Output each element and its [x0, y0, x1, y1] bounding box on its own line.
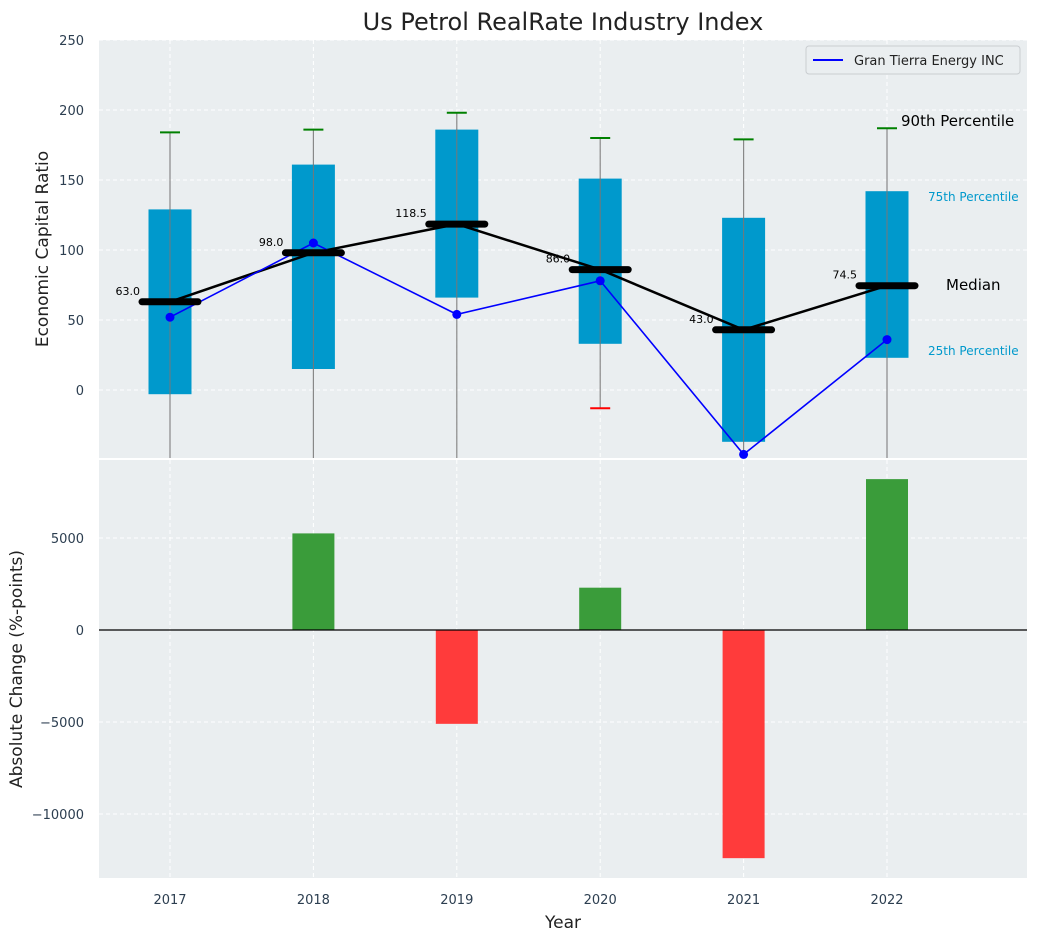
legend: Gran Tierra Energy INC [805, 45, 1021, 75]
top-y-tick-label: 100 [59, 244, 84, 259]
company-point-2017 [165, 312, 175, 322]
company-point-2019 [452, 309, 462, 319]
change-bar-2020 [579, 587, 622, 630]
annotation-90th: 90th Percentile [901, 112, 1014, 130]
change-bar-2022 [866, 479, 908, 630]
bottom-y-ticks: 5000 0 −5000 −10000 [32, 532, 84, 823]
company-point-2021 [739, 449, 749, 459]
bottom-y-tick-label: 0 [76, 624, 84, 639]
top-y-ticks: 0 50 100 150 200 250 [59, 34, 84, 399]
x-tick-label: 2019 [440, 893, 473, 908]
x-ticks: 2017 2018 2019 2020 2021 2022 [153, 893, 903, 908]
x-axis-label: Year [544, 913, 581, 933]
bottom-y-tick-label: −5000 [40, 716, 84, 731]
annotation-25th: 25th Percentile [928, 344, 1019, 358]
median-label-2020: 86.0 [546, 253, 571, 266]
top-y-axis-label: Economic Capital Ratio [33, 151, 53, 347]
x-tick-label: 2017 [153, 893, 186, 908]
x-tick-label: 2020 [584, 893, 617, 908]
bottom-bars [292, 479, 908, 859]
x-tick-label: 2022 [870, 893, 903, 908]
x-tick-label: 2018 [297, 893, 330, 908]
top-y-tick-label: 150 [59, 174, 84, 189]
bottom-y-tick-label: 5000 [51, 532, 84, 547]
median-label-2017: 63.0 [116, 285, 141, 298]
chart-title: Us Petrol RealRate Industry Index [363, 8, 764, 36]
top-grid [99, 39, 1027, 458]
bottom-y-tick-label: −10000 [32, 808, 84, 823]
top-boxes: 63.0 98.0 118.5 86.0 43.0 74.5 [116, 111, 919, 459]
x-tick-label: 2021 [727, 893, 760, 908]
change-bar-2019 [435, 630, 478, 724]
top-y-tick-label: 250 [59, 34, 84, 49]
change-bar-2018 [292, 533, 335, 630]
company-point-2022 [882, 335, 892, 345]
median-line [169, 222, 888, 332]
annotation-median: Median [946, 276, 1001, 294]
annotation-75th: 75th Percentile [928, 190, 1019, 204]
change-bar-2021 [722, 630, 765, 859]
top-y-tick-label: 0 [76, 384, 84, 399]
company-point-2020 [595, 276, 605, 286]
median-label-2019: 118.5 [395, 207, 427, 220]
median-label-2022: 74.5 [833, 269, 858, 282]
median-label-2021: 43.0 [689, 313, 714, 326]
top-y-tick-label: 50 [67, 314, 84, 329]
company-point-2018 [308, 238, 318, 248]
legend-box [805, 45, 1021, 75]
top-y-tick-label: 200 [59, 104, 84, 119]
legend-label: Gran Tierra Energy INC [854, 54, 1004, 69]
median-label-2018: 98.0 [259, 236, 284, 249]
bottom-y-axis-label: Absolute Change (%-points) [7, 550, 27, 788]
